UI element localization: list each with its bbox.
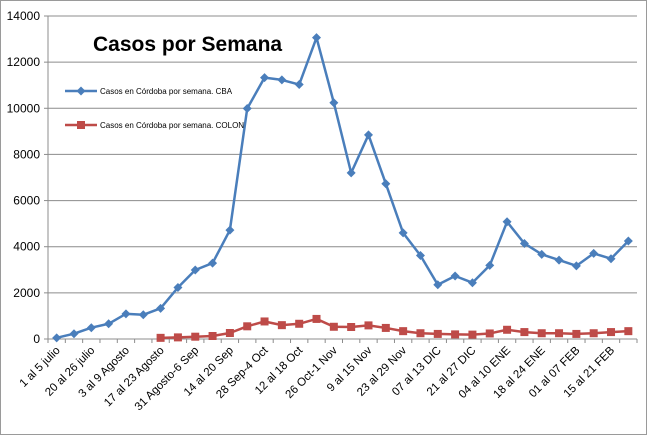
data-point xyxy=(416,329,425,338)
y-tick-label: 14000 xyxy=(7,9,41,23)
data-point xyxy=(623,236,633,246)
data-point xyxy=(572,329,581,338)
data-point xyxy=(242,104,252,114)
legend-label: Casos en Córdoba por semana. COLON xyxy=(100,121,244,130)
axes xyxy=(47,16,637,340)
data-point xyxy=(312,33,322,43)
data-point xyxy=(606,254,616,264)
data-point xyxy=(433,329,442,338)
chart-title: Casos por Semana xyxy=(93,33,282,56)
data-point xyxy=(260,317,269,326)
data-point xyxy=(555,329,564,338)
data-point xyxy=(450,271,460,281)
data-point xyxy=(121,309,131,319)
legend-item: Casos en Córdoba por semana. COLON xyxy=(65,121,244,130)
series-line xyxy=(160,317,629,340)
series-line xyxy=(56,36,630,340)
data-point xyxy=(624,327,633,336)
data-point xyxy=(502,217,512,227)
data-point xyxy=(537,249,547,259)
data-point xyxy=(554,255,564,265)
data-point xyxy=(104,319,114,329)
series-lines xyxy=(52,33,633,343)
data-point xyxy=(364,321,373,330)
data-point xyxy=(485,260,495,270)
series xyxy=(156,314,633,342)
data-point xyxy=(173,283,183,293)
data-point xyxy=(173,333,182,342)
data-point xyxy=(225,329,234,338)
data-point xyxy=(520,328,529,337)
data-point xyxy=(86,323,96,333)
data-point xyxy=(294,80,304,90)
data-point xyxy=(433,280,443,290)
y-tick-label: 0 xyxy=(33,332,40,346)
data-point xyxy=(381,323,390,332)
y-tick-label: 4000 xyxy=(13,240,40,254)
data-point xyxy=(243,322,252,331)
data-point xyxy=(537,329,546,338)
data-point xyxy=(399,327,408,336)
data-point xyxy=(76,86,86,96)
data-point xyxy=(225,225,235,235)
data-point xyxy=(468,330,477,339)
data-point xyxy=(295,319,304,328)
data-point xyxy=(208,332,217,341)
data-point xyxy=(415,250,425,260)
data-point xyxy=(329,98,339,108)
series xyxy=(52,33,633,343)
data-point xyxy=(589,248,599,258)
data-point xyxy=(329,322,338,331)
legend: Casos en Córdoba por semana. CBA Casos en… xyxy=(65,86,244,130)
data-point xyxy=(346,168,356,178)
data-point xyxy=(607,328,616,337)
data-point xyxy=(52,333,62,343)
data-point xyxy=(485,329,494,338)
x-tick-label: 31 Agosto-6 Sep xyxy=(133,345,202,414)
y-tick-label: 12000 xyxy=(7,55,41,69)
data-point xyxy=(347,323,356,332)
data-point xyxy=(156,303,166,313)
data-point xyxy=(191,332,200,341)
legend-item: Casos en Córdoba por semana. CBA xyxy=(65,86,233,96)
y-tick-label: 6000 xyxy=(13,194,40,208)
data-point xyxy=(589,329,598,338)
data-point xyxy=(451,330,460,339)
data-point xyxy=(277,75,287,85)
data-point xyxy=(138,310,148,320)
data-point xyxy=(312,314,321,323)
data-point xyxy=(260,73,270,83)
data-point xyxy=(381,179,391,189)
data-point xyxy=(467,278,477,288)
y-tick-label: 8000 xyxy=(13,147,40,161)
y-tick-label: 2000 xyxy=(13,286,40,300)
y-axis-ticks: 0 2000 4000 6000 8000 10000 12000 14000 xyxy=(7,9,48,346)
data-point xyxy=(190,265,200,275)
data-point xyxy=(571,261,581,271)
data-point xyxy=(503,325,512,334)
data-point xyxy=(77,121,85,129)
data-point xyxy=(398,228,408,238)
data-point xyxy=(69,329,79,339)
x-tick-label: 17 al 23 Agosto xyxy=(102,345,167,410)
legend-label: Casos en Córdoba por semana. CBA xyxy=(100,87,233,96)
gridlines xyxy=(48,15,637,294)
data-point xyxy=(156,333,165,342)
data-point xyxy=(277,321,286,330)
y-tick-label: 10000 xyxy=(7,101,41,115)
data-point xyxy=(363,130,373,140)
data-point xyxy=(519,238,529,248)
data-point xyxy=(208,258,218,268)
